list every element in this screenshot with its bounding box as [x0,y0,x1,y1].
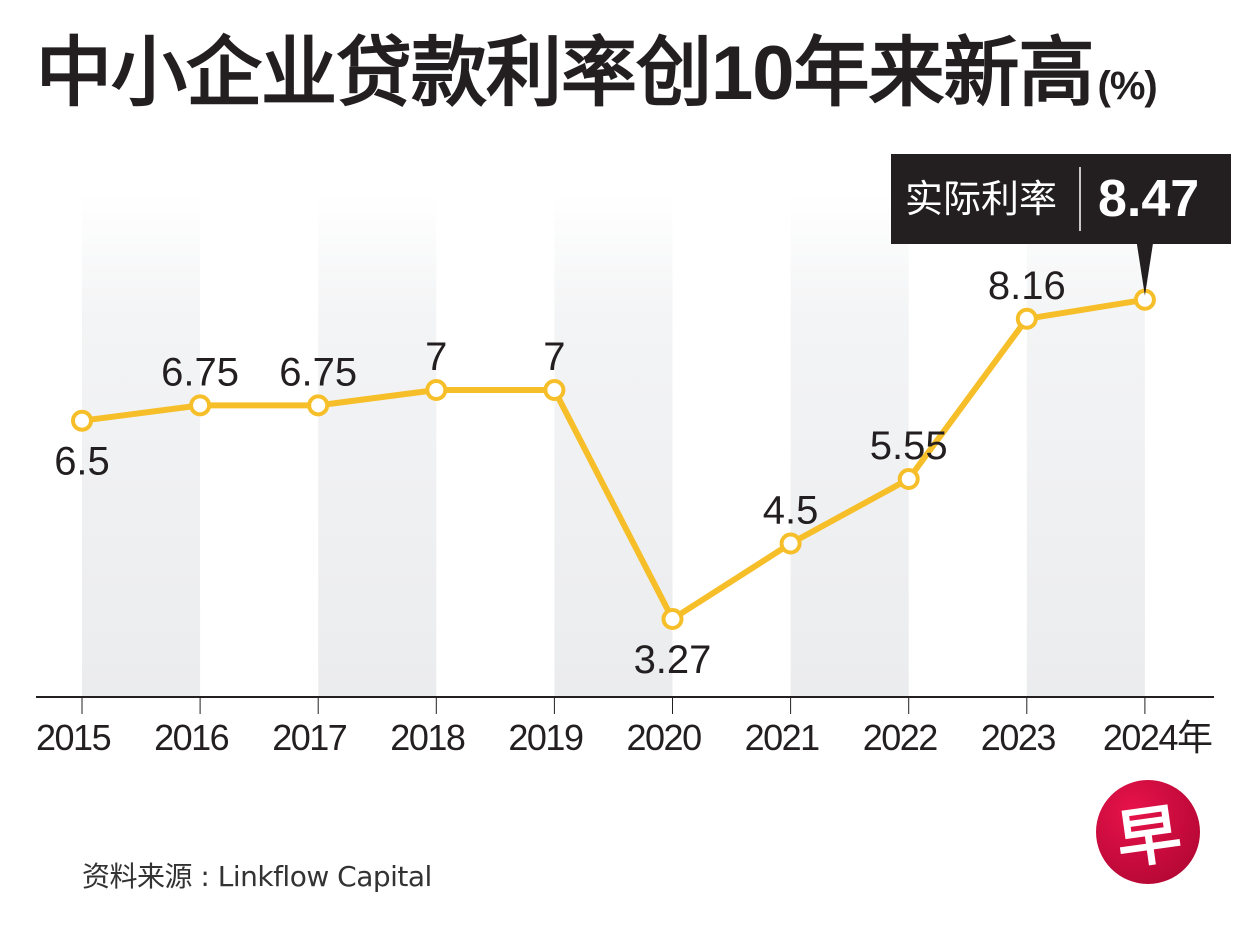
data-label: 5.55 [870,424,948,468]
x-tick-label: 2022 [863,717,938,758]
x-tick-label: 2020 [627,717,702,758]
data-point [1015,307,1038,330]
x-tick-label: 2021 [745,717,820,758]
data-labels: 6.5 6.75 6.75 7 7 3.27 4.5 5.55 8.16 [54,264,1066,682]
data-point [71,409,93,432]
data-label: 6.5 [54,440,110,484]
data-point [543,379,566,401]
background-band [318,193,437,697]
callout-box [891,154,1231,244]
data-label: 4.5 [763,489,819,533]
callout-value: 8.47 [1098,170,1199,228]
callout-pointer [1136,244,1153,296]
chart-title-text: 中小企业贷款利率创10年来新高 [36,31,1095,116]
data-point [425,379,448,401]
background-bands [82,193,1145,697]
data-point [661,608,684,631]
data-label: 7 [543,335,565,379]
data-label: 3.27 [634,638,712,682]
logo-glyph: 早 [1111,795,1186,880]
x-tick-label: 2019 [508,717,583,758]
background-band [82,193,201,697]
data-label: 8.16 [988,264,1066,308]
zaobao-logo: 早 [1096,780,1200,884]
x-tick-label: 2024年 [1103,717,1212,758]
data-point [307,394,330,417]
chart-title: 中小企业贷款利率创10年来新高 (%) [36,26,1158,134]
background-band [554,193,673,697]
source-note: 资料来源 : Linkflow Capital [82,860,432,893]
background-band [1026,193,1145,697]
x-tick-label: 2023 [981,717,1056,758]
data-point [779,532,802,555]
chart-title-unit: (%) [1097,64,1158,108]
x-axis: 2015 2016 2017 2018 2019 2020 2021 2022 2023 2024… [36,696,1214,758]
x-tick-label: 2016 [154,717,229,758]
series-line [81,296,1146,623]
data-label: 6.75 [279,350,357,394]
x-tick-label: 2015 [36,717,111,758]
series-line-group [71,288,1156,631]
data-point [897,468,920,491]
callout-label: 实际利率 [905,179,1057,221]
data-label: 7 [425,335,447,379]
data-label: 6.75 [161,350,239,394]
data-point [189,394,212,417]
x-tick-label: 2017 [272,717,347,758]
x-tick-label: 2018 [390,717,465,758]
background-band [790,193,909,697]
callout-annotation: 实际利率 8.47 [891,154,1231,296]
